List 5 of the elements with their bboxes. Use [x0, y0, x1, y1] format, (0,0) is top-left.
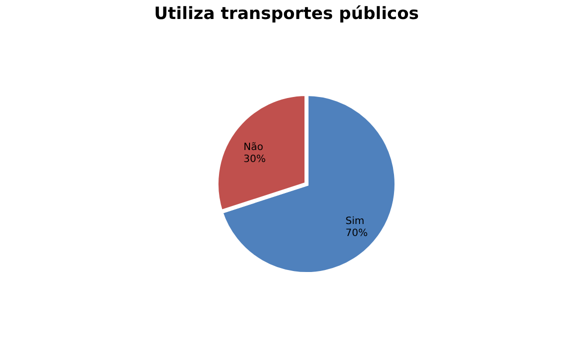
data-label: 30%	[244, 154, 266, 165]
chart-title: Utiliza transportes públicos	[154, 4, 419, 24]
data-label: 70%	[345, 228, 368, 240]
slice-label: Sim	[345, 216, 364, 228]
slice-label: Não	[244, 142, 264, 153]
